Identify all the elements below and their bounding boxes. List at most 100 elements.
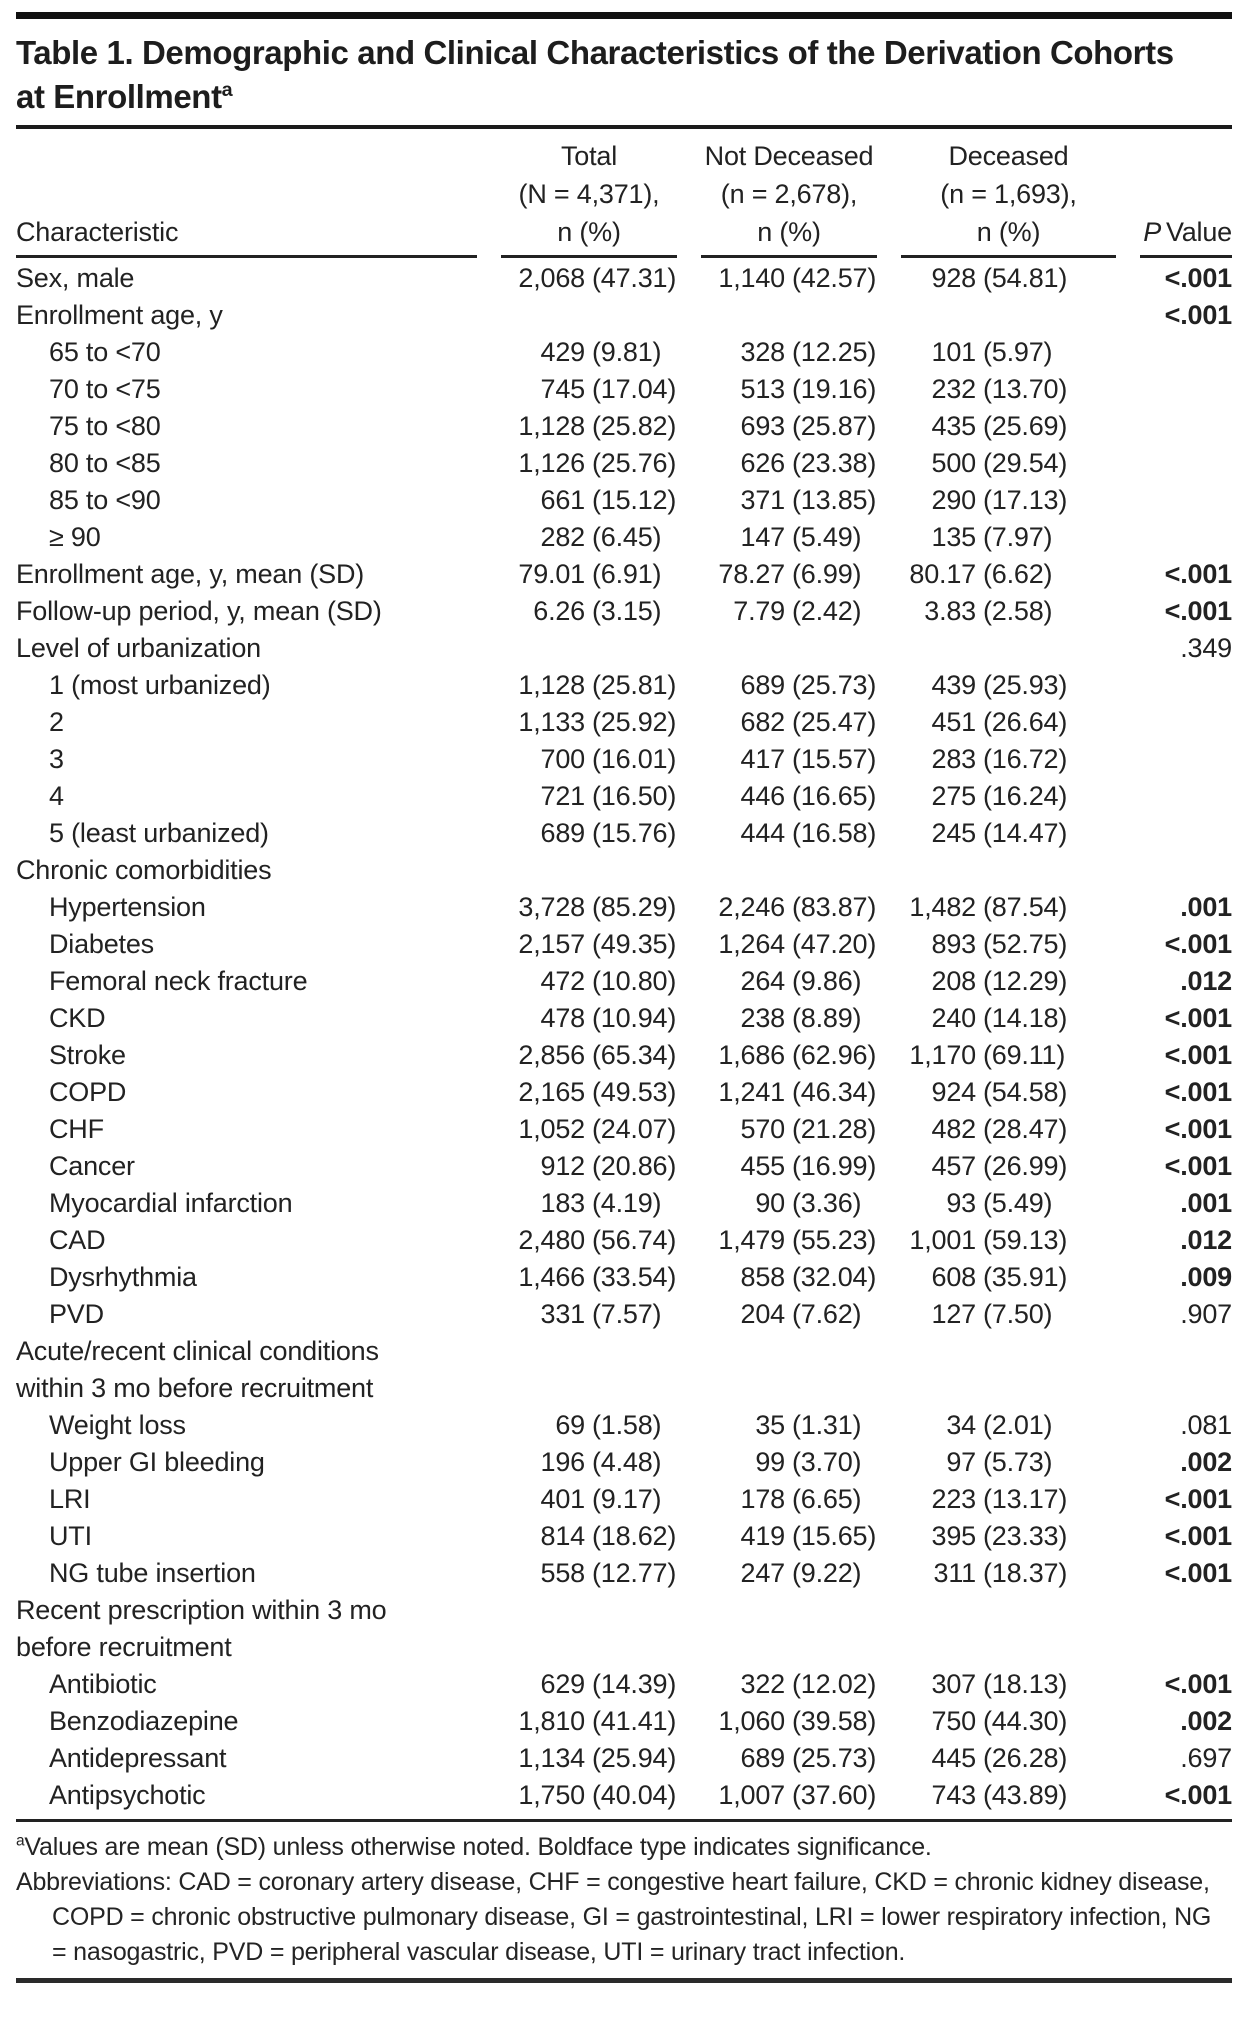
cell-p-value: <.001	[1164, 1040, 1233, 1070]
cell-total: 689 (15.76)	[501, 815, 677, 852]
row-label: CKD	[49, 1003, 106, 1033]
cell-deceased: 608 (35.91)	[901, 1259, 1116, 1296]
cell-p-value: .349	[1180, 633, 1232, 663]
cell-deceased: 893 (52.75)	[901, 926, 1116, 963]
total-count: 1,810	[518, 1706, 585, 1736]
total-percent: (6.91)	[592, 559, 662, 589]
row-label: UTI	[49, 1521, 92, 1551]
cell-p-value: .697	[1180, 1743, 1232, 1773]
deceased-percent: (54.81)	[983, 263, 1068, 293]
row-label-cell: Sex, male	[16, 260, 477, 297]
cell-p-value: <.001	[1164, 559, 1233, 589]
deceased-percent: (87.54)	[983, 892, 1068, 922]
deceased-percent: (69.11)	[983, 1040, 1066, 1070]
cell-deceased: 245 (14.47)	[901, 815, 1116, 852]
cell-deceased: 93 (5.49)	[901, 1185, 1116, 1222]
row-label-cell: Enrollment age, y	[16, 297, 477, 334]
cell-not-deceased: 371 (13.85)	[701, 482, 877, 519]
cell-deceased: 275 (16.24)	[901, 778, 1116, 815]
total-count: 331	[540, 1299, 586, 1329]
total-count: 2,068	[518, 263, 585, 293]
cell-not-deceased: 99 (3.70)	[701, 1444, 877, 1481]
not-deceased-percent: (2.42)	[792, 596, 862, 626]
row-label-cell: PVD	[16, 1296, 477, 1333]
not-deceased-percent: (6.99)	[792, 559, 862, 589]
not-deceased-percent: (9.22)	[792, 1558, 862, 1588]
cell-not-deceased: 1,264 (47.20)	[701, 926, 877, 963]
table-row: Antipsychotic 1,750 (40.04) 1,007 (37.60) …	[16, 1777, 1232, 1814]
not-deceased-percent: (46.34)	[792, 1077, 877, 1107]
table-row: 80 to <85 1,126 (25.76) 626 (23.38) 500 (29…	[16, 445, 1232, 482]
not-deceased-percent: (19.16)	[792, 374, 877, 404]
row-label-line2: before recruitment	[16, 1632, 232, 1662]
table-row: PVD 331 (7.57) 204 (7.62) 127 (7.50) .907	[16, 1296, 1232, 1333]
bottom-rule	[16, 1978, 1232, 1983]
row-label: Follow-up period, y, mean (SD)	[16, 596, 382, 626]
row-label: 2	[49, 707, 64, 737]
cell-deceased: 1,482 (87.54)	[901, 889, 1116, 926]
row-label-cell: UTI	[16, 1518, 477, 1555]
deceased-percent: (13.70)	[983, 374, 1068, 404]
row-label-cell: Acute/recent clinical conditions within …	[16, 1333, 477, 1407]
row-label: Cancer	[49, 1151, 135, 1181]
deceased-percent: (17.13)	[983, 485, 1068, 515]
not-deceased-percent: (21.28)	[792, 1114, 877, 1144]
row-label: Stroke	[49, 1040, 126, 1070]
not-deceased-count: 147	[740, 522, 786, 552]
not-deceased-percent: (25.87)	[792, 411, 877, 441]
cell-not-deceased: 689 (25.73)	[701, 1740, 877, 1777]
cell-p-value: <.001	[1164, 1077, 1233, 1107]
cell-p-value: .012	[1180, 966, 1232, 996]
table-row: Weight loss 69 (1.58) 35 (1.31) 34 (2.01) .…	[16, 1407, 1232, 1444]
row-label-cell: CHF	[16, 1111, 477, 1148]
cell-total: 331 (7.57)	[501, 1296, 677, 1333]
row-label: Diabetes	[49, 929, 154, 959]
cell-total: 282 (6.45)	[501, 519, 677, 556]
total-percent: (25.92)	[592, 707, 677, 737]
deceased-count: 928	[931, 263, 977, 293]
footnote-a-marker: a	[16, 1832, 25, 1850]
table-row: Cancer 912 (20.86) 455 (16.99) 457 (26.99) …	[16, 1148, 1232, 1185]
table-row: Sex, male 2,068 (47.31) 1,140 (42.57) 928(…	[16, 260, 1232, 297]
table-row: Stroke 2,856 (65.34) 1,686 (62.96) 1,170 (6…	[16, 1037, 1232, 1074]
row-label-line2: within 3 mo before recruitment	[16, 1373, 374, 1403]
row-label: Chronic comorbidities	[16, 855, 272, 885]
cell-p-value: <.001	[1164, 1003, 1233, 1033]
table-row: Diabetes 2,157 (49.35) 1,264 (47.20) 893 (5…	[16, 926, 1232, 963]
not-deceased-count: 90	[755, 1188, 785, 1218]
deceased-count: 101	[931, 337, 977, 367]
cell-total: 429 (9.81)	[501, 334, 677, 371]
deceased-count: 34	[946, 1410, 976, 1440]
not-deceased-count: 693	[740, 411, 786, 441]
table-row: 2 1,133 (25.92) 682 (25.47) 451 (26.64)	[16, 704, 1232, 741]
row-label: 80 to <85	[49, 448, 161, 478]
deceased-percent: (2.58)	[983, 596, 1053, 626]
row-label: ≥ 90	[49, 522, 101, 552]
column-header-not-deceased: Not Deceased (n = 2,678), n (%)	[701, 137, 877, 258]
cell-not-deceased: 513 (19.16)	[701, 371, 877, 408]
row-label: Recent prescription within 3 mo	[16, 1595, 387, 1625]
total-count: 689	[540, 818, 586, 848]
table-title-footnote-marker: a	[221, 79, 233, 101]
cell-not-deceased: 247 (9.22)	[701, 1555, 877, 1592]
deceased-count: 743	[931, 1780, 977, 1810]
cell-total: 721 (16.50)	[501, 778, 677, 815]
deceased-percent: (35.91)	[983, 1262, 1068, 1292]
cell-deceased: 97 (5.73)	[901, 1444, 1116, 1481]
not-deceased-percent: (12.25)	[792, 337, 877, 367]
cell-total: 1,134 (25.94)	[501, 1740, 677, 1777]
row-label: Enrollment age, y	[16, 300, 223, 330]
not-deceased-percent: (16.99)	[792, 1151, 877, 1181]
total-percent: (14.39)	[592, 1669, 677, 1699]
not-deceased-percent: (13.85)	[792, 485, 877, 515]
cell-p-value: <.001	[1164, 1521, 1233, 1551]
cell-p-value: .001	[1180, 892, 1232, 922]
row-label: Myocardial infarction	[49, 1188, 293, 1218]
table-title-line1: Table 1. Demographic and Clinical Charac…	[16, 34, 1174, 71]
row-label-cell: 75 to <80	[16, 408, 477, 445]
deceased-percent: (5.49)	[983, 1188, 1053, 1218]
deceased-percent: (44.30)	[983, 1706, 1068, 1736]
total-percent: (20.86)	[592, 1151, 677, 1181]
total-percent: (85.29)	[592, 892, 677, 922]
cell-not-deceased: 238 (8.89)	[701, 1000, 877, 1037]
